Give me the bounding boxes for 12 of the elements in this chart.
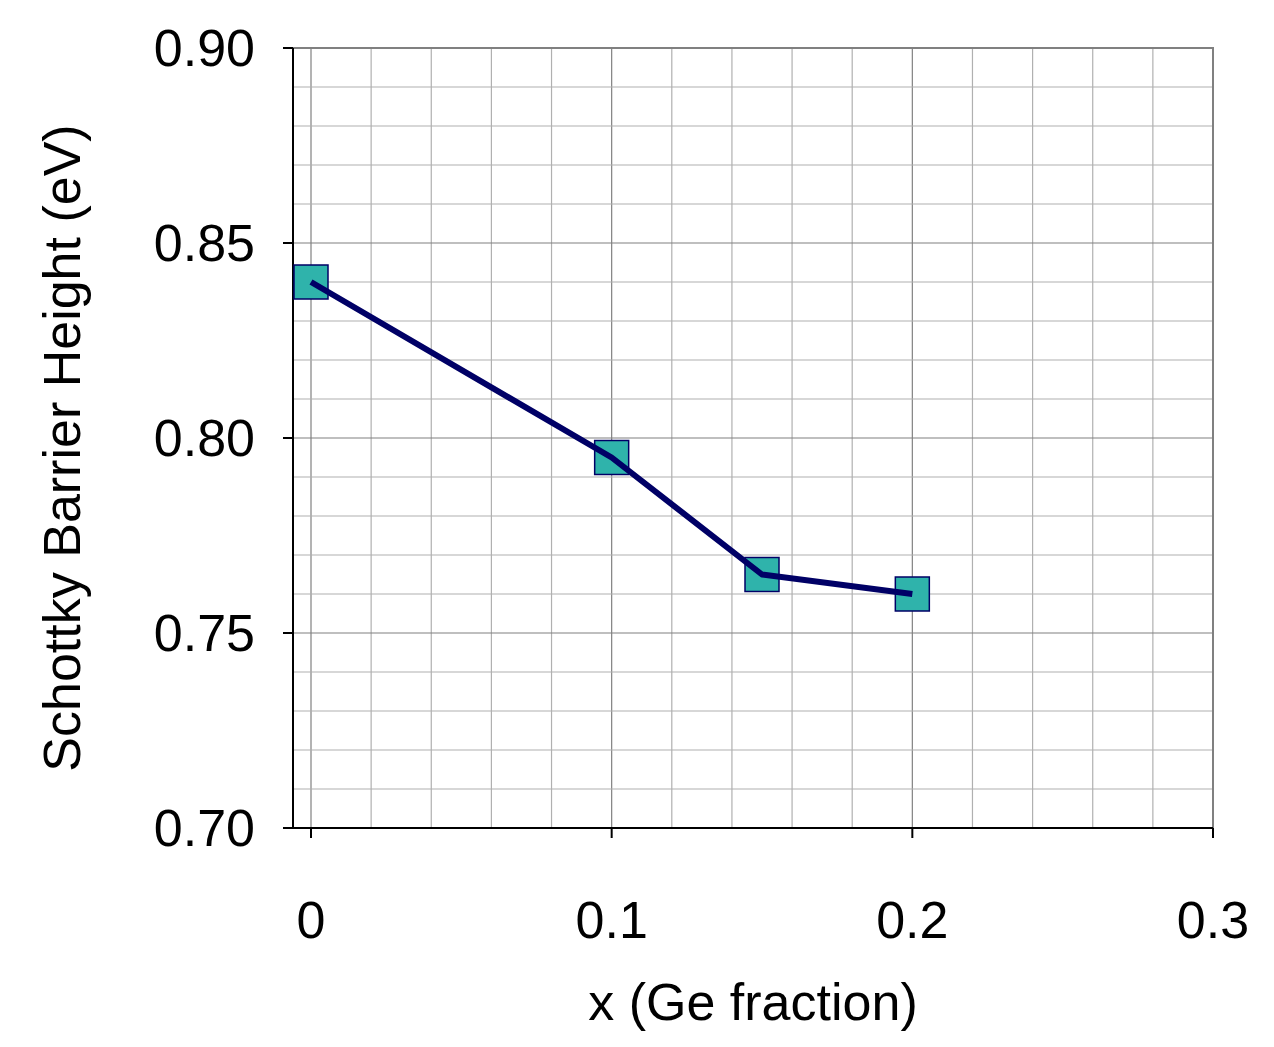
x-tick-label: 0.1 xyxy=(575,891,648,949)
point xyxy=(894,576,931,612)
x-tick-label: 0.2 xyxy=(876,891,949,949)
y-axis-title: Schottky Barrier Height (eV) xyxy=(33,124,91,772)
y-tick-label: 0.75 xyxy=(153,604,255,663)
y-tick-label: 0.90 xyxy=(153,19,255,78)
y-tick-label: 0.85 xyxy=(153,214,255,273)
y-tick-label: 0.70 xyxy=(153,799,255,858)
x-axis-title: x (Ge fraction) xyxy=(588,973,918,1031)
x-tick-label: 0.3 xyxy=(1176,891,1250,949)
y-tick-label: 0.80 xyxy=(153,409,255,468)
x-tick-label: 0 xyxy=(296,891,326,949)
